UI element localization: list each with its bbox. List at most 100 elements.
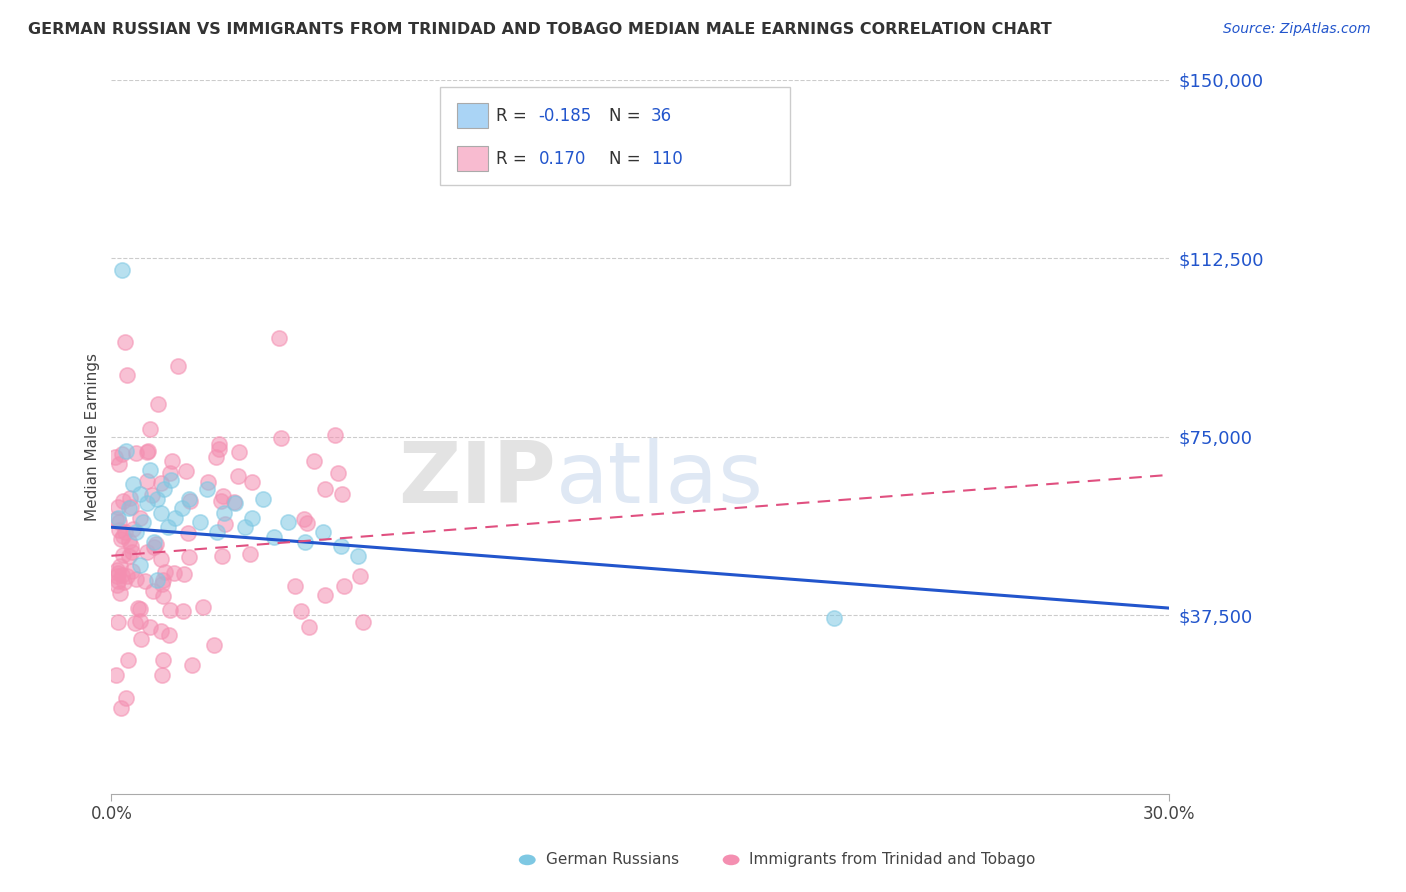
- Point: [160, 473, 183, 487]
- Text: atlas: atlas: [555, 438, 763, 521]
- Point: [239, 547, 262, 561]
- Point: [121, 565, 143, 579]
- Point: [105, 578, 128, 592]
- Point: [173, 566, 195, 581]
- Point: [302, 454, 325, 468]
- Text: R =: R =: [496, 107, 533, 125]
- Point: [108, 457, 131, 471]
- Text: ZIP: ZIP: [398, 438, 555, 521]
- Point: [224, 496, 246, 510]
- Point: [121, 477, 143, 491]
- Point: [125, 524, 148, 539]
- Point: [111, 263, 134, 277]
- Point: [188, 516, 211, 530]
- Point: [135, 496, 157, 510]
- Point: [122, 522, 145, 536]
- Point: [125, 572, 148, 586]
- Point: [314, 588, 336, 602]
- Point: [128, 614, 150, 628]
- Point: [132, 516, 155, 530]
- Point: [159, 603, 181, 617]
- Point: [107, 574, 129, 589]
- Text: GERMAN RUSSIAN VS IMMIGRANTS FROM TRINIDAD AND TOBAGO MEDIAN MALE EARNINGS CORRE: GERMAN RUSSIAN VS IMMIGRANTS FROM TRINID…: [28, 22, 1052, 37]
- Point: [104, 450, 127, 465]
- Text: N =: N =: [609, 150, 645, 168]
- Point: [326, 466, 349, 480]
- Point: [112, 529, 135, 543]
- Point: [172, 604, 194, 618]
- Point: [108, 523, 131, 537]
- Point: [115, 368, 138, 382]
- Point: [118, 549, 141, 563]
- Point: [114, 444, 136, 458]
- Point: [228, 469, 250, 483]
- Point: [349, 569, 371, 583]
- Point: [204, 450, 226, 464]
- Point: [115, 569, 138, 583]
- Point: [120, 500, 142, 514]
- Point: [290, 604, 312, 618]
- Point: [209, 494, 232, 508]
- Point: [240, 475, 263, 489]
- Point: [156, 520, 179, 534]
- Point: [332, 579, 354, 593]
- Point: [294, 534, 316, 549]
- Point: [111, 447, 134, 461]
- Point: [179, 549, 201, 564]
- Point: [149, 476, 172, 491]
- Point: [208, 437, 231, 451]
- Point: [149, 552, 172, 566]
- Point: [139, 620, 162, 634]
- Point: [153, 482, 176, 496]
- Point: [139, 463, 162, 477]
- Point: [150, 667, 173, 681]
- Point: [117, 653, 139, 667]
- Point: [823, 610, 845, 624]
- Point: [121, 545, 143, 559]
- Point: [110, 532, 132, 546]
- Point: [294, 512, 316, 526]
- Text: 0.170: 0.170: [538, 150, 586, 168]
- Point: [128, 487, 150, 501]
- Point: [195, 482, 218, 496]
- Point: [270, 431, 292, 445]
- Point: [211, 549, 233, 563]
- Point: [146, 396, 169, 410]
- Point: [135, 475, 157, 489]
- Point: [136, 443, 159, 458]
- Point: [163, 566, 186, 580]
- Point: [330, 487, 353, 501]
- Point: [159, 467, 181, 481]
- Text: R =: R =: [496, 150, 533, 168]
- Point: [269, 331, 291, 345]
- Point: [179, 494, 201, 508]
- Point: [174, 464, 197, 478]
- Point: [134, 574, 156, 589]
- Point: [142, 584, 165, 599]
- Point: [105, 563, 128, 577]
- Point: [329, 539, 352, 553]
- Point: [129, 602, 152, 616]
- Text: Source: ZipAtlas.com: Source: ZipAtlas.com: [1223, 22, 1371, 37]
- Point: [142, 534, 165, 549]
- Point: [170, 501, 193, 516]
- Point: [120, 491, 142, 506]
- Point: [222, 494, 245, 508]
- Point: [153, 565, 176, 579]
- Point: [152, 589, 174, 603]
- Point: [118, 501, 141, 516]
- Point: [104, 512, 127, 526]
- Point: [235, 520, 257, 534]
- Text: 110: 110: [651, 150, 683, 168]
- Point: [107, 566, 129, 581]
- Point: [152, 653, 174, 667]
- Point: [124, 616, 146, 631]
- Point: [127, 600, 149, 615]
- Point: [111, 568, 134, 582]
- Point: [208, 442, 231, 456]
- Point: [277, 516, 299, 530]
- Point: [112, 494, 135, 508]
- Point: [146, 491, 169, 506]
- Point: [112, 549, 135, 563]
- Point: [114, 524, 136, 539]
